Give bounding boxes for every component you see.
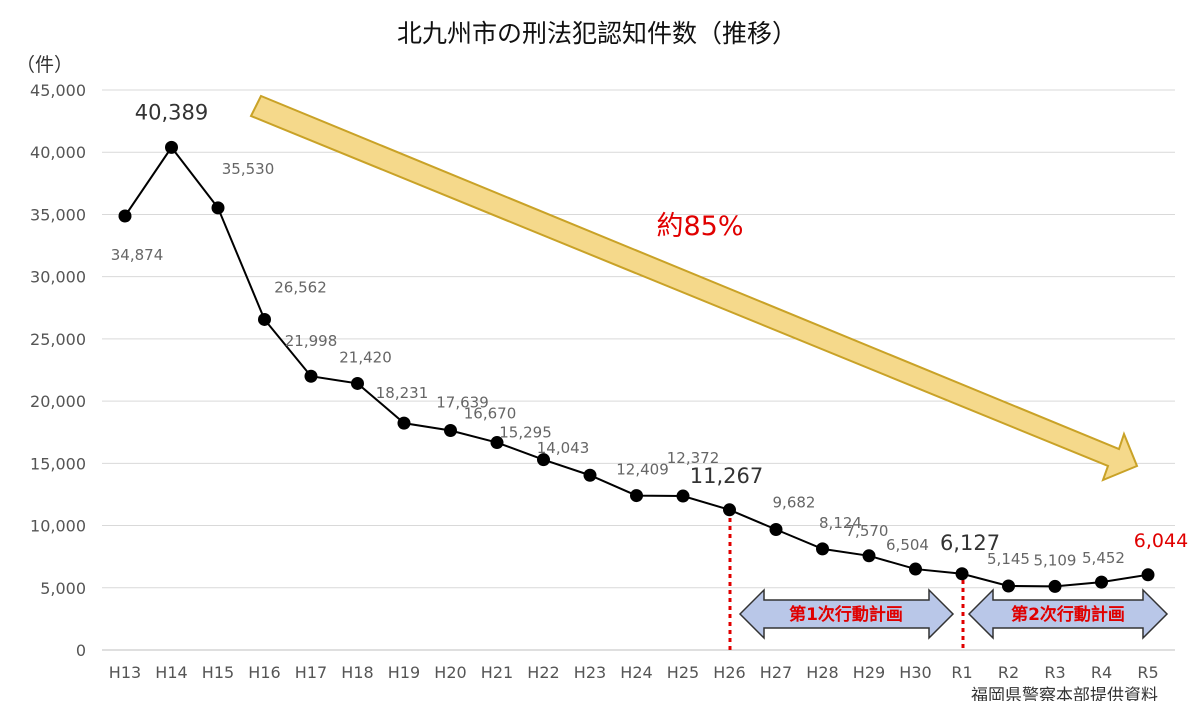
data-point xyxy=(862,549,876,563)
y-axis-unit: （件） xyxy=(16,54,73,76)
data-label: 15,295 xyxy=(499,424,552,442)
y-tick-label: 35,000 xyxy=(30,205,86,224)
x-tick-label: H25 xyxy=(667,663,699,682)
data-label: 21,420 xyxy=(339,348,392,366)
x-tick-label: R4 xyxy=(1091,663,1112,682)
data-point xyxy=(676,489,690,503)
data-label: 26,562 xyxy=(274,278,327,296)
y-tick-label: 25,000 xyxy=(30,330,86,349)
y-tick-label: 5,000 xyxy=(40,579,86,598)
x-tick-label: R2 xyxy=(998,663,1019,682)
data-label: 14,043 xyxy=(537,439,590,457)
x-tick-label: H13 xyxy=(109,663,141,682)
x-tick-label: H23 xyxy=(574,663,606,682)
data-point xyxy=(490,436,504,450)
source-note: 福岡県警察本部提供資料 xyxy=(971,686,1158,701)
data-point xyxy=(955,567,969,581)
data-label: 5,452 xyxy=(1082,549,1125,567)
data-label: 6,044 xyxy=(1134,530,1188,552)
reduction-label: 約85% xyxy=(656,211,743,242)
data-label: 8,124 xyxy=(819,514,862,532)
y-tick-label: 30,000 xyxy=(30,268,86,287)
plan2-arrow xyxy=(967,588,1169,640)
data-label: 17,639 xyxy=(436,393,489,411)
data-point xyxy=(165,140,178,154)
data-point xyxy=(723,503,736,517)
data-label: 6,127 xyxy=(940,531,1000,555)
x-tick-label: H26 xyxy=(713,663,745,682)
data-point xyxy=(769,523,783,537)
x-tick-label: H21 xyxy=(481,663,513,682)
data-label: 11,267 xyxy=(690,464,763,488)
x-tick-label: H18 xyxy=(341,663,373,682)
x-tick-label: H15 xyxy=(202,663,234,682)
y-axis-ticks: 0 5,000 10,000 15,000 20,000 25,000 30,000 35,0… xyxy=(30,81,86,660)
data-label: 7,570 xyxy=(846,522,889,540)
x-tick-label: H20 xyxy=(434,663,466,682)
y-tick-label: 10,000 xyxy=(30,517,86,536)
x-tick-label: H27 xyxy=(760,663,792,682)
data-label: 34,874 xyxy=(111,246,164,264)
data-point xyxy=(397,416,411,430)
x-tick-label: R3 xyxy=(1044,663,1065,682)
x-tick-label: H16 xyxy=(248,663,280,682)
chart-title: 北九州市の刑法犯認知件数（推移） xyxy=(397,19,797,48)
data-label: 40,389 xyxy=(135,100,208,124)
x-tick-label: H28 xyxy=(806,663,838,682)
series-crime-count xyxy=(124,145,1149,588)
data-label: 16,670 xyxy=(464,405,517,423)
x-axis-ticks: H13 H14 H15 H16 H17 H18 H19 H20 H21 H22 H23 H24 H25 H… xyxy=(109,663,1159,682)
y-tick-label: 45,000 xyxy=(30,81,86,100)
x-tick-label: H19 xyxy=(388,663,420,682)
series-line xyxy=(124,145,1149,588)
data-point xyxy=(118,209,132,223)
x-tick-label: H29 xyxy=(853,663,885,682)
data-label: 18,231 xyxy=(376,384,429,402)
reduction-trend-arrow xyxy=(249,94,1139,482)
data-label: 5,109 xyxy=(1034,551,1077,569)
data-point xyxy=(444,423,457,437)
x-tick-label: R5 xyxy=(1137,663,1158,682)
x-tick-label: H24 xyxy=(620,663,652,682)
x-tick-label: H17 xyxy=(295,663,327,682)
x-tick-label: H22 xyxy=(527,663,559,682)
data-label: 5,145 xyxy=(987,550,1030,568)
x-tick-label: R1 xyxy=(951,663,972,682)
data-point xyxy=(909,562,922,576)
plan2-label: 第2次行動計画 xyxy=(1011,604,1125,625)
data-point xyxy=(816,542,829,556)
y-tick-label: 20,000 xyxy=(30,392,86,411)
data-label: 6,504 xyxy=(886,536,929,554)
y-tick-label: 40,000 xyxy=(30,143,86,162)
data-label: 9,682 xyxy=(773,494,816,512)
data-point xyxy=(537,453,550,467)
data-point xyxy=(1095,575,1108,589)
data-label: 12,372 xyxy=(667,449,720,467)
data-point xyxy=(258,312,271,326)
x-tick-label: H30 xyxy=(899,663,931,682)
x-tick-label: H14 xyxy=(155,663,187,682)
plan1-label: 第1次行動計画 xyxy=(789,604,903,625)
data-point xyxy=(630,489,643,503)
data-label: 35,530 xyxy=(222,160,275,178)
data-point xyxy=(1048,579,1062,593)
data-point xyxy=(304,369,318,383)
data-point xyxy=(1141,568,1155,582)
data-point xyxy=(351,376,364,390)
data-point xyxy=(1002,579,1015,593)
y-tick-label: 0 xyxy=(76,641,86,660)
data-label: 21,998 xyxy=(285,332,338,350)
y-tick-label: 15,000 xyxy=(30,454,86,473)
data-point xyxy=(211,201,225,215)
data-points xyxy=(118,140,1155,593)
data-point xyxy=(583,468,597,482)
plan1-arrow xyxy=(738,588,955,640)
data-label: 12,409 xyxy=(616,461,669,479)
